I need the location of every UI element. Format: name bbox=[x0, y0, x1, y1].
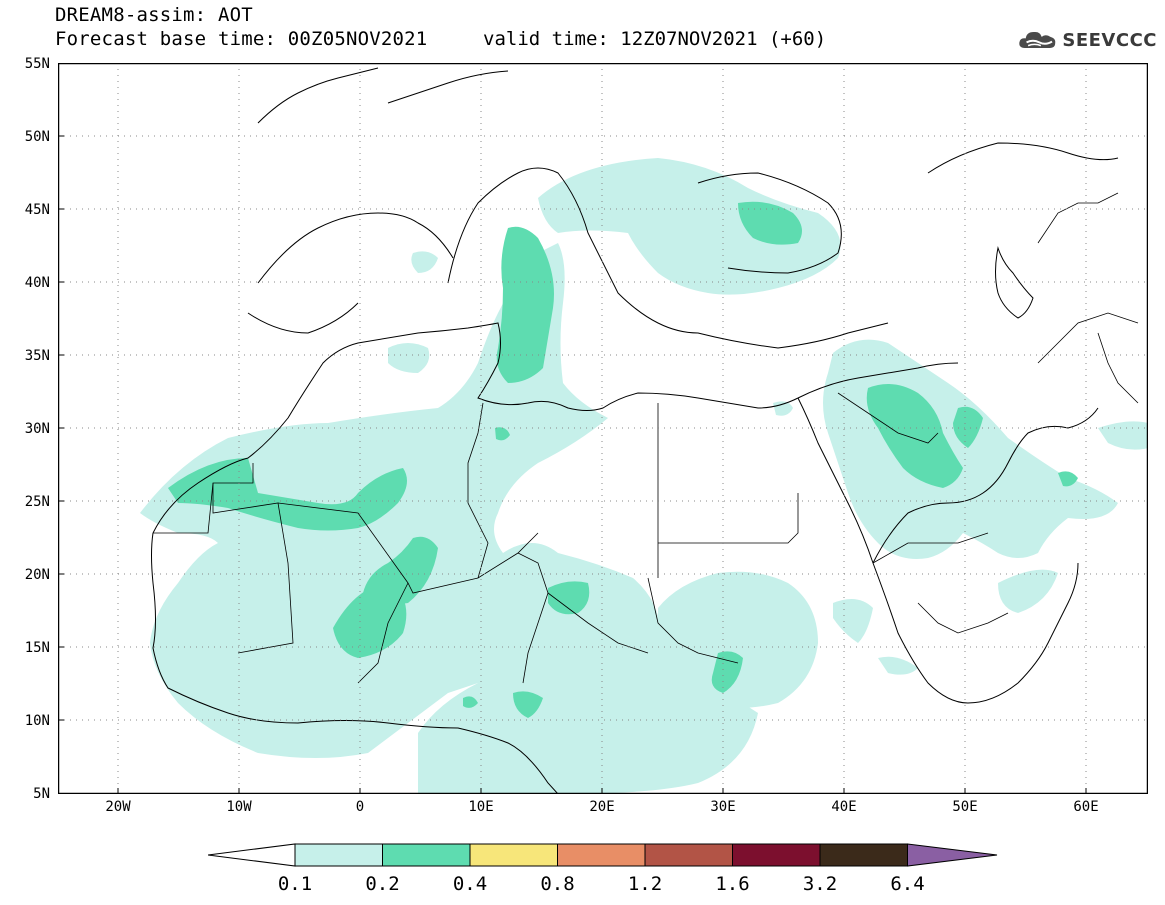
lat-label-5n: 5N bbox=[33, 786, 50, 802]
colorbar-overflow-arrow bbox=[907, 843, 998, 867]
lon-label-50e: 50E bbox=[952, 799, 978, 815]
lon-label-0: 0 bbox=[355, 799, 365, 815]
lat-label-50n: 50N bbox=[24, 129, 50, 145]
forecast-base-time: Forecast base time: 00Z05NOV2021 bbox=[55, 28, 428, 50]
lat-label-55n: 55N bbox=[24, 56, 50, 72]
lon-label-30e: 30E bbox=[710, 799, 736, 815]
colorbar-label-1: 0.2 bbox=[365, 873, 400, 895]
lat-label-35n: 35N bbox=[24, 348, 50, 364]
lon-label-10w: 10W bbox=[226, 799, 252, 815]
colorbar-bin-5 bbox=[732, 843, 821, 867]
colorbar-bin-0 bbox=[294, 843, 383, 867]
aot-field-low bbox=[140, 158, 1148, 794]
colorbar bbox=[208, 843, 998, 867]
colorbar-label-4: 1.2 bbox=[627, 873, 663, 895]
colorbar-bin-6 bbox=[819, 843, 908, 867]
colorbar-label-3: 0.8 bbox=[540, 873, 575, 895]
seevccc-logo: SEEVCCC bbox=[1017, 22, 1157, 58]
colorbar-bin-2 bbox=[469, 843, 558, 867]
lon-label-10e: 10E bbox=[468, 799, 494, 815]
aot-field-mid bbox=[168, 201, 1078, 718]
lon-label-20w: 20W bbox=[105, 799, 131, 815]
map-title: DREAM8-assim: AOT bbox=[55, 4, 253, 26]
lat-label-30n: 30N bbox=[24, 421, 50, 437]
lat-label-40n: 40N bbox=[24, 275, 50, 291]
lat-label-20n: 20N bbox=[24, 567, 50, 583]
colorbar-label-5: 1.6 bbox=[715, 873, 750, 895]
colorbar-label-2: 0.4 bbox=[452, 873, 488, 895]
lon-label-20e: 20E bbox=[589, 799, 615, 815]
colorbar-bin-3 bbox=[557, 843, 646, 867]
coastlines bbox=[151, 67, 1119, 794]
valid-time: valid time: 12Z07NOV2021 (+60) bbox=[483, 28, 827, 50]
colorbar-label-7: 6.4 bbox=[890, 873, 925, 895]
colorbar-label-6: 3.2 bbox=[802, 873, 838, 895]
colorbar-bin-1 bbox=[382, 843, 471, 867]
country-borders bbox=[153, 192, 1139, 684]
lat-label-10n: 10N bbox=[24, 713, 50, 729]
lon-label-40e: 40E bbox=[831, 799, 857, 815]
colorbar-underflow-arrow bbox=[208, 843, 296, 867]
cloud-icon bbox=[1019, 31, 1056, 48]
map-panel bbox=[57, 62, 1149, 795]
colorbar-bin-4 bbox=[644, 843, 733, 867]
axis-ticks bbox=[58, 135, 1087, 794]
lat-label-45n: 45N bbox=[24, 202, 50, 218]
lat-label-25n: 25N bbox=[24, 494, 50, 510]
logo-text: SEEVCCC bbox=[1062, 29, 1157, 51]
colorbar-label-0: 0.1 bbox=[277, 873, 313, 895]
aot-map bbox=[57, 62, 1149, 795]
lat-label-15n: 15N bbox=[24, 640, 50, 656]
lon-label-60e: 60E bbox=[1073, 799, 1099, 815]
